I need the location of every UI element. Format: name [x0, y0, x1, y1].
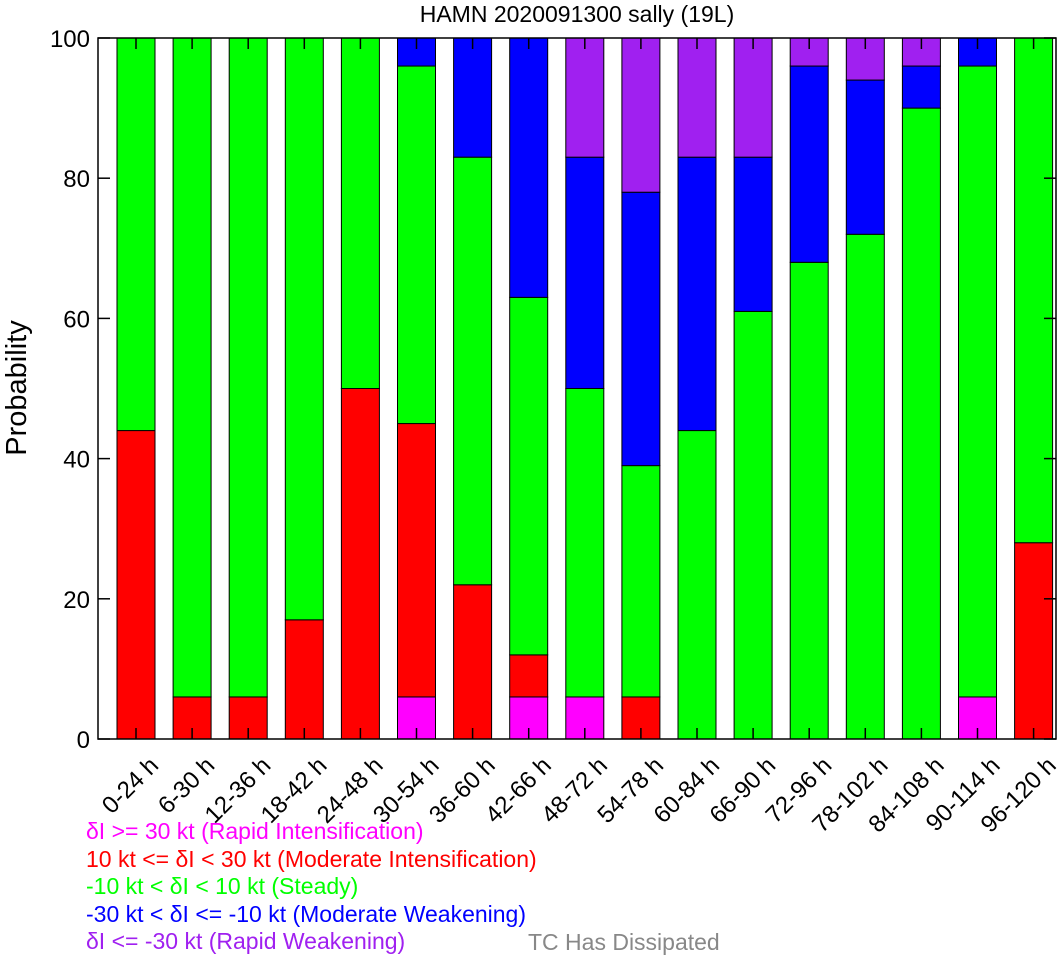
bar-segment-60-84h-s2 — [677, 430, 717, 740]
bar-segment-12-36h-s2 — [228, 37, 268, 698]
bar-segment-54-78h-s4 — [621, 37, 661, 193]
bar-segment-78-102h-s3 — [845, 79, 885, 235]
legend: δI >= 30 kt (Rapid Intensification) 10 k… — [86, 818, 537, 956]
bar-segment-42-66h-s3 — [509, 37, 549, 298]
bar-segment-60-84h-s3 — [677, 156, 717, 432]
bar-segment-48-72h-s4 — [565, 37, 605, 158]
y-tick-label-40: 40 — [63, 447, 90, 474]
legend-entry-steady: -10 kt < δI < 10 kt (Steady) — [86, 873, 359, 899]
bar-segment-30-54h-s2 — [397, 65, 436, 425]
y-tick-label-20: 20 — [63, 587, 90, 614]
bar-segment-84-108h-s3 — [901, 65, 941, 109]
bar-segment-78-102h-s4 — [845, 37, 885, 81]
bar-segment-48-72h-s3 — [565, 156, 605, 389]
bar-segment-48-72h-s2 — [565, 388, 605, 698]
legend-entry-dissipated: TC Has Dissipated — [528, 929, 720, 955]
bar-segment-90-114h-s2 — [958, 65, 997, 698]
bar-segment-24-48h-s2 — [340, 37, 380, 389]
bar-segment-36-60h-s3 — [453, 37, 493, 158]
bar-segment-0-24h-s2 — [116, 37, 156, 432]
bar-segment-66-90h-s2 — [733, 310, 773, 740]
bar-segment-30-54h-s3 — [397, 37, 436, 67]
bar-segment-96-120h-s2 — [1014, 37, 1054, 544]
bar-segment-54-78h-s3 — [621, 191, 661, 467]
chart-title: HAMN 2020091300 sally (19L) — [420, 1, 735, 27]
y-tick-label-80: 80 — [63, 166, 90, 193]
bar-segment-72-96h-s3 — [789, 65, 829, 263]
bar-segment-42-66h-s1 — [509, 654, 549, 698]
y-tick-label-0: 0 — [77, 727, 90, 754]
bar-segment-36-60h-s1 — [453, 584, 493, 740]
bar-segment-60-84h-s4 — [677, 37, 717, 158]
bar-segment-6-30h-s2 — [172, 37, 212, 698]
plot-frame — [97, 37, 1057, 740]
x-tick-label-0-24h: 0-24 h — [97, 752, 164, 819]
bar-segment-18-42h-s1 — [284, 619, 324, 740]
bar-segment-66-90h-s4 — [733, 37, 773, 158]
bar-segment-54-78h-s2 — [621, 465, 661, 698]
bar-segment-42-66h-s2 — [509, 296, 549, 656]
bar-segment-96-120h-s1 — [1014, 542, 1054, 740]
legend-entry-moderate-intensification: 10 kt <= δI < 30 kt (Moderate Intensific… — [86, 845, 537, 872]
bar-segment-0-24h-s1 — [116, 430, 156, 740]
y-axis-label: Probability — [1, 320, 33, 456]
legend-entry-rapid-weakening: δI <= -30 kt (Rapid Weakening) — [86, 928, 406, 954]
bar-segment-78-102h-s2 — [845, 233, 885, 740]
y-tick-label-100: 100 — [50, 26, 90, 53]
bar-segment-72-96h-s2 — [789, 261, 829, 740]
legend-entry-rapid-intensification: δI >= 30 kt (Rapid Intensification) — [86, 818, 424, 844]
y-tick-label-60: 60 — [63, 306, 90, 333]
bars-group — [116, 37, 1054, 740]
legend-entry-moderate-weakening: -30 kt < δI <= -10 kt (Moderate Weakenin… — [86, 900, 527, 927]
bar-segment-66-90h-s3 — [733, 156, 773, 312]
bar-segment-18-42h-s2 — [284, 37, 324, 621]
bar-segment-36-60h-s2 — [453, 156, 493, 586]
bar-segment-30-54h-s1 — [397, 423, 436, 698]
bar-segment-84-108h-s2 — [901, 107, 941, 740]
y-axis: 0 20 40 60 80 100 — [50, 26, 1056, 754]
bar-segment-24-48h-s1 — [340, 388, 380, 740]
